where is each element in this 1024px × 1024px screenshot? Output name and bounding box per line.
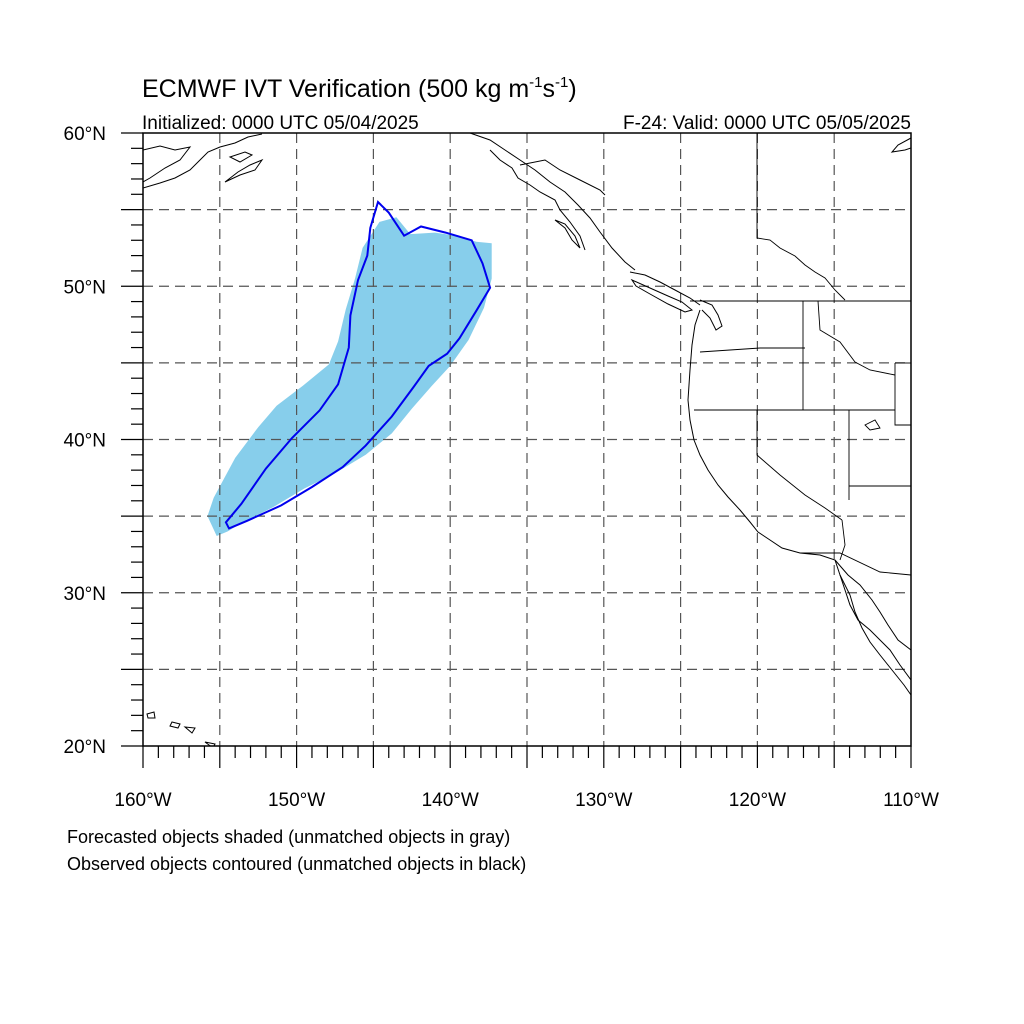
initialized-label: Initialized: 0000 UTC 05/04/2025 — [142, 113, 419, 134]
footer-observed-note: Observed objects contoured (unmatched ob… — [67, 854, 526, 874]
map-title: ECMWF IVT Verification (500 kg m-1s-1) — [142, 74, 577, 103]
footer-forecast-note: Forecasted objects shaded (unmatched obj… — [67, 827, 510, 847]
lon-label: 140°W — [422, 790, 479, 811]
lon-label: 120°W — [729, 790, 786, 811]
lat-label: 40°N — [64, 431, 106, 452]
forecast-object-shading — [207, 217, 492, 537]
axis-ticks — [121, 132, 912, 768]
political-borders — [690, 133, 911, 576]
lat-label: 50°N — [64, 277, 106, 298]
gridlines — [143, 133, 911, 746]
valid-label: F-24: Valid: 0000 UTC 05/05/2025 — [623, 113, 911, 134]
longitude-labels: 160°W 150°W 140°W 130°W 120°W 110°W — [114, 790, 939, 811]
lat-label: 20°N — [64, 737, 106, 758]
lat-label: 60°N — [64, 124, 106, 145]
lon-label: 160°W — [114, 790, 171, 811]
lat-label: 30°N — [64, 584, 106, 605]
observed-object-contour — [224, 200, 492, 530]
lon-label: 130°W — [575, 790, 632, 811]
latitude-labels: 60°N 50°N 40°N 30°N 20°N — [64, 124, 106, 758]
lon-label: 110°W — [883, 790, 939, 811]
lon-label: 150°W — [268, 790, 325, 811]
coastlines — [143, 133, 911, 746]
